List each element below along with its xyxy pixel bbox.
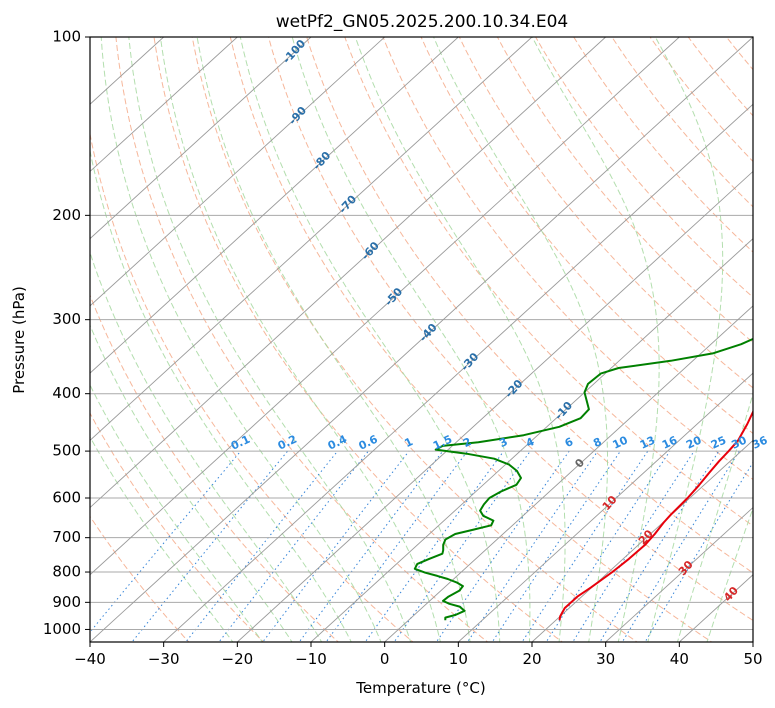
mixing-ratio-label: 16 [660,433,680,451]
y-tick-label: 200 [52,206,81,224]
moist-adiabat [531,37,660,642]
dry-adiabat [191,37,638,642]
mixing-ratio-line [644,461,753,642]
mixing-ratio-line [435,450,570,642]
axes-ticks: −40 −30 −20 −10 0 10 20 30 40 50 100 200 300 400 500 60… [43,28,763,669]
moist-adiabat [647,37,724,642]
x-tick-label: −20 [222,650,254,668]
isotherm-gridline [90,37,312,240]
y-tick-label: 900 [52,593,81,611]
x-tick-label: 0 [380,650,390,668]
moist-adiabat [128,37,412,642]
mixing-ratio-label: 20 [684,433,704,451]
dry-adiabat [496,37,753,344]
mixing-ratio-line [218,450,369,642]
dry-adiabat [382,37,753,481]
y-tick-label: 500 [52,442,81,460]
dry-adiabat [458,37,753,389]
isotherm-gridline [310,238,753,642]
isotherm-gridline [90,37,238,173]
moist-adiabat [433,37,608,642]
isotherm-gridline [90,37,753,642]
mixing-ratio-line [325,450,468,642]
moist-adiabat [354,37,566,642]
moist-adiabat [159,37,441,642]
moist-adiabat [90,324,293,642]
isotherm-gridline [90,37,606,509]
y-tick-label: 600 [52,489,81,507]
isotherm-gridline [384,305,753,642]
x-axis-label: Temperature (°C) [355,679,485,697]
moist-adiabat [90,383,264,642]
mixing-ratio-line [545,450,671,642]
chart-title: wetPf2_GN05.2025.200.10.34.E04 [276,12,568,32]
isotherm-gridline [237,170,753,642]
x-tick-label: −30 [148,650,180,668]
isotherm-gridline [458,372,753,642]
mixing-ratio-label: 30 [729,433,749,451]
x-tick-label: 40 [670,650,689,668]
moist-adiabat [90,435,234,642]
dry-adiabat [153,37,564,642]
isotherm-gridline [90,37,459,374]
x-tick-label: −40 [74,650,106,668]
mixing-ratio-line [185,450,338,642]
dewpoint-profile-line [413,337,753,621]
mixing-ratio-label: 25 [709,434,728,452]
y-tick-label: 700 [52,528,81,546]
x-tick-label: 50 [743,650,762,668]
x-tick-label: 10 [449,650,468,668]
mixing-ratio-label: 10 [611,433,631,451]
y-axis-label: Pressure (hPa) [10,286,28,394]
isotherm-gridline [605,506,753,642]
moist-adiabat [239,37,501,642]
mixing-ratio-label: 36 [750,433,770,451]
y-tick-label: 100 [52,28,81,46]
isotherm-gridline [90,37,680,576]
y-tick-label: 800 [52,563,81,581]
background-lines [90,37,753,642]
isotherm-gridline [90,37,533,441]
dry-adiabat [90,293,339,642]
y-tick-label: 1000 [43,620,81,638]
mixing-ratio-line [599,450,720,642]
isotherm-gridline [163,103,753,642]
isotherm-gridline [90,37,385,307]
x-tick-label: 30 [596,650,615,668]
x-tick-label: −10 [295,650,327,668]
plot-frame [89,36,754,643]
mixing-ratio-line [621,450,740,642]
mixing-ratio-line [521,450,649,642]
x-tick-label: 20 [522,650,541,668]
dry-adiabat [306,37,753,574]
isotherm-gridline [531,439,753,642]
moist-adiabat [676,391,753,642]
mixing-ratio-line [572,450,695,642]
moist-adiabat [196,37,471,642]
mixing-ratio-label: 13 [638,434,657,452]
y-tick-label: 300 [52,310,81,328]
y-tick-label: 400 [52,384,81,402]
temperature-profile-line [558,409,753,621]
profile-lines [413,337,753,621]
mixing-ratio-line [90,450,242,633]
